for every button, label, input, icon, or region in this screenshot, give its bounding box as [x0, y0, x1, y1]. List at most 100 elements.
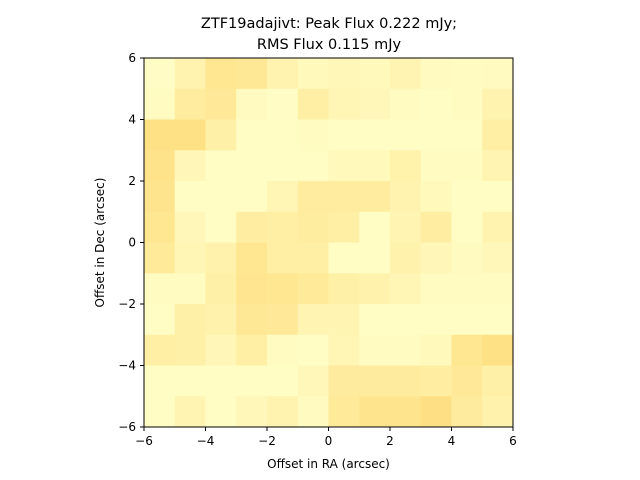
heatmap-cell	[390, 211, 422, 243]
y-axis-ticks: −6 −4 −2 0 2 4 6	[118, 51, 144, 434]
heatmap-cell	[328, 304, 360, 336]
heatmap-cell	[297, 365, 329, 397]
heatmap-cell	[420, 365, 452, 397]
heatmap-cell	[359, 334, 391, 366]
heatmap-cell	[482, 211, 514, 243]
heatmap-cell	[390, 304, 422, 336]
heatmap-cell	[390, 181, 422, 213]
heatmap-cell	[390, 119, 422, 151]
x-tick-label: 4	[448, 434, 456, 448]
y-tick-label: 2	[128, 174, 136, 188]
heatmap-cell	[297, 273, 329, 305]
heatmap-cell	[267, 334, 299, 366]
heatmap-cell	[236, 58, 268, 90]
heatmap-cell	[205, 88, 237, 120]
heatmap-cell	[482, 88, 514, 120]
heatmap-cell	[328, 242, 360, 274]
heatmap-cell	[297, 119, 329, 151]
heatmap-cell	[267, 242, 299, 274]
heatmap-cell	[236, 181, 268, 213]
heatmap-cell	[174, 119, 206, 151]
heatmap-cell	[482, 304, 514, 336]
heatmap-cell	[390, 58, 422, 90]
y-tick-label: 4	[128, 113, 136, 127]
heatmap-cell	[359, 88, 391, 120]
heatmap-cell	[390, 365, 422, 397]
heatmap-cell	[267, 273, 299, 305]
heatmap-cell	[297, 334, 329, 366]
heatmap-cell	[205, 334, 237, 366]
heatmap-cell	[174, 150, 206, 182]
heatmap-cell	[205, 304, 237, 336]
heatmap-cell	[236, 304, 268, 336]
heatmap-cell	[297, 181, 329, 213]
heatmap-cell	[451, 150, 483, 182]
heatmap-cell	[267, 150, 299, 182]
heatmap-cell	[144, 273, 176, 305]
heatmap-cell	[390, 150, 422, 182]
y-axis-label: Offset in Dec (arcsec)	[93, 178, 107, 308]
heatmap-cell	[267, 365, 299, 397]
heatmap-cell	[420, 181, 452, 213]
heatmap-cell	[297, 88, 329, 120]
heatmap-cell	[144, 242, 176, 274]
heatmap-cell	[205, 181, 237, 213]
chart-title-line-1: ZTF19adajivt: Peak Flux 0.222 mJy;	[201, 16, 457, 32]
heatmap-cell	[236, 88, 268, 120]
heatmap-cell	[236, 242, 268, 274]
heatmap-cell	[174, 396, 206, 428]
heatmap-cell	[267, 304, 299, 336]
heatmap-cell	[205, 396, 237, 428]
heatmap-cell	[328, 273, 360, 305]
heatmap-cell	[482, 396, 514, 428]
heatmap-cell	[482, 273, 514, 305]
heatmap-cell	[144, 88, 176, 120]
x-tick-label: −6	[135, 434, 153, 448]
heatmap-cell	[359, 58, 391, 90]
heatmap-cell	[420, 119, 452, 151]
heatmap-cell	[482, 365, 514, 397]
heatmap-cell	[144, 119, 176, 151]
heatmap-cell	[359, 150, 391, 182]
heatmap-cell	[390, 242, 422, 274]
heatmap-cell	[236, 119, 268, 151]
heatmap-cell	[451, 273, 483, 305]
heatmap-cell	[482, 150, 514, 182]
heatmap-cell	[328, 365, 360, 397]
heatmap-cell	[482, 58, 514, 90]
y-tick-label: −6	[118, 420, 136, 434]
heatmap-cell	[359, 304, 391, 336]
x-axis-ticks: −6 −4 −2 0 2 4 6	[135, 427, 517, 448]
heatmap-cell	[144, 396, 176, 428]
heatmap-cell	[451, 365, 483, 397]
heatmap-cell	[267, 58, 299, 90]
heatmap-cell	[420, 242, 452, 274]
heatmap-cell	[174, 365, 206, 397]
heatmap-cell	[236, 273, 268, 305]
heatmap-cell	[420, 334, 452, 366]
heatmap-cell	[328, 150, 360, 182]
heatmap-cell	[267, 396, 299, 428]
heatmap-cell	[451, 242, 483, 274]
heatmap-cell	[205, 119, 237, 151]
heatmap-cell	[420, 88, 452, 120]
heatmap-cell	[390, 88, 422, 120]
heatmap-cell	[451, 334, 483, 366]
heatmap-cell	[144, 211, 176, 243]
heatmap-cell	[236, 396, 268, 428]
heatmap-cell	[359, 181, 391, 213]
heatmap-cell	[267, 181, 299, 213]
heatmap-cell	[174, 304, 206, 336]
heatmap-cell	[451, 304, 483, 336]
heatmap-cell	[328, 119, 360, 151]
heatmap-cell	[451, 88, 483, 120]
heatmap-cell	[174, 273, 206, 305]
heatmap-cell	[174, 242, 206, 274]
heatmap-cell	[297, 211, 329, 243]
heatmap-cell	[297, 304, 329, 336]
heatmap-cell	[359, 211, 391, 243]
heatmap-cell	[420, 58, 452, 90]
heatmap-cell	[328, 211, 360, 243]
heatmap-cell	[359, 273, 391, 305]
heatmap-cell	[359, 396, 391, 428]
